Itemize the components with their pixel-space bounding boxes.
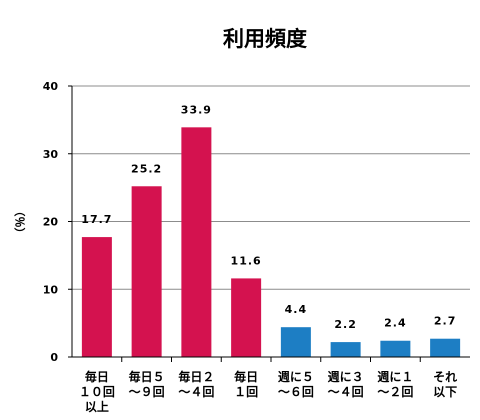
bar [81, 237, 112, 357]
data-label: 11.6 [231, 254, 262, 267]
axes [71, 86, 470, 362]
x-category-label: 以下 [433, 385, 457, 399]
bar [380, 340, 411, 357]
x-category-label: １回 [234, 385, 258, 399]
data-label: 25.2 [131, 162, 162, 175]
x-category-label: 毎日２ [178, 369, 214, 384]
y-tick-label: 40 [43, 80, 59, 93]
chart-title: 利用頻度 [223, 27, 307, 51]
bar [231, 278, 262, 357]
x-category-label: 週に１ [377, 369, 413, 384]
data-label: 2.2 [334, 318, 357, 331]
data-label: 4.4 [285, 303, 308, 316]
data-label: 33.9 [181, 103, 212, 116]
x-category-label: 週に３ [328, 369, 364, 384]
value-labels: 17.7 25.2 33.9 11.6 4.4 2.2 2.4 2.7 [81, 103, 457, 331]
x-axis-categories: 毎日１０回以上毎日５～９回毎日２～４回毎日１回週に５～６回週に３～４回週に１～２… [79, 369, 457, 414]
x-category-label: ～４回 [328, 385, 364, 399]
bars [81, 127, 461, 357]
x-category-label: 毎日 [85, 369, 109, 384]
x-category-label: 週に５ [278, 369, 314, 384]
x-category-label: ～４回 [178, 385, 214, 399]
data-label: 2.4 [384, 317, 407, 330]
y-axis-ticks: 0 10 20 30 40 [43, 80, 72, 364]
y-tick-label: 20 [43, 216, 59, 229]
x-category-label: 以上 [85, 399, 109, 414]
y-tick-label: 30 [43, 148, 59, 161]
x-category-label: ～６回 [278, 385, 314, 399]
y-tick-label: 0 [50, 351, 58, 364]
data-label: 17.7 [81, 213, 112, 226]
bar [330, 342, 361, 357]
data-label: 2.7 [434, 315, 457, 328]
bar [181, 127, 212, 357]
y-axis-label: （％） [13, 206, 26, 239]
x-category-label: 毎日 [234, 369, 258, 384]
y-tick-label: 10 [43, 283, 59, 296]
bar [131, 186, 162, 357]
x-category-label: それ [433, 370, 457, 384]
x-category-label: １０回 [79, 385, 115, 399]
x-category-label: ～２回 [377, 385, 413, 399]
bar [280, 327, 311, 357]
bar [430, 338, 461, 357]
x-category-label: ～９回 [129, 385, 165, 399]
x-category-label: 毎日５ [129, 369, 165, 384]
